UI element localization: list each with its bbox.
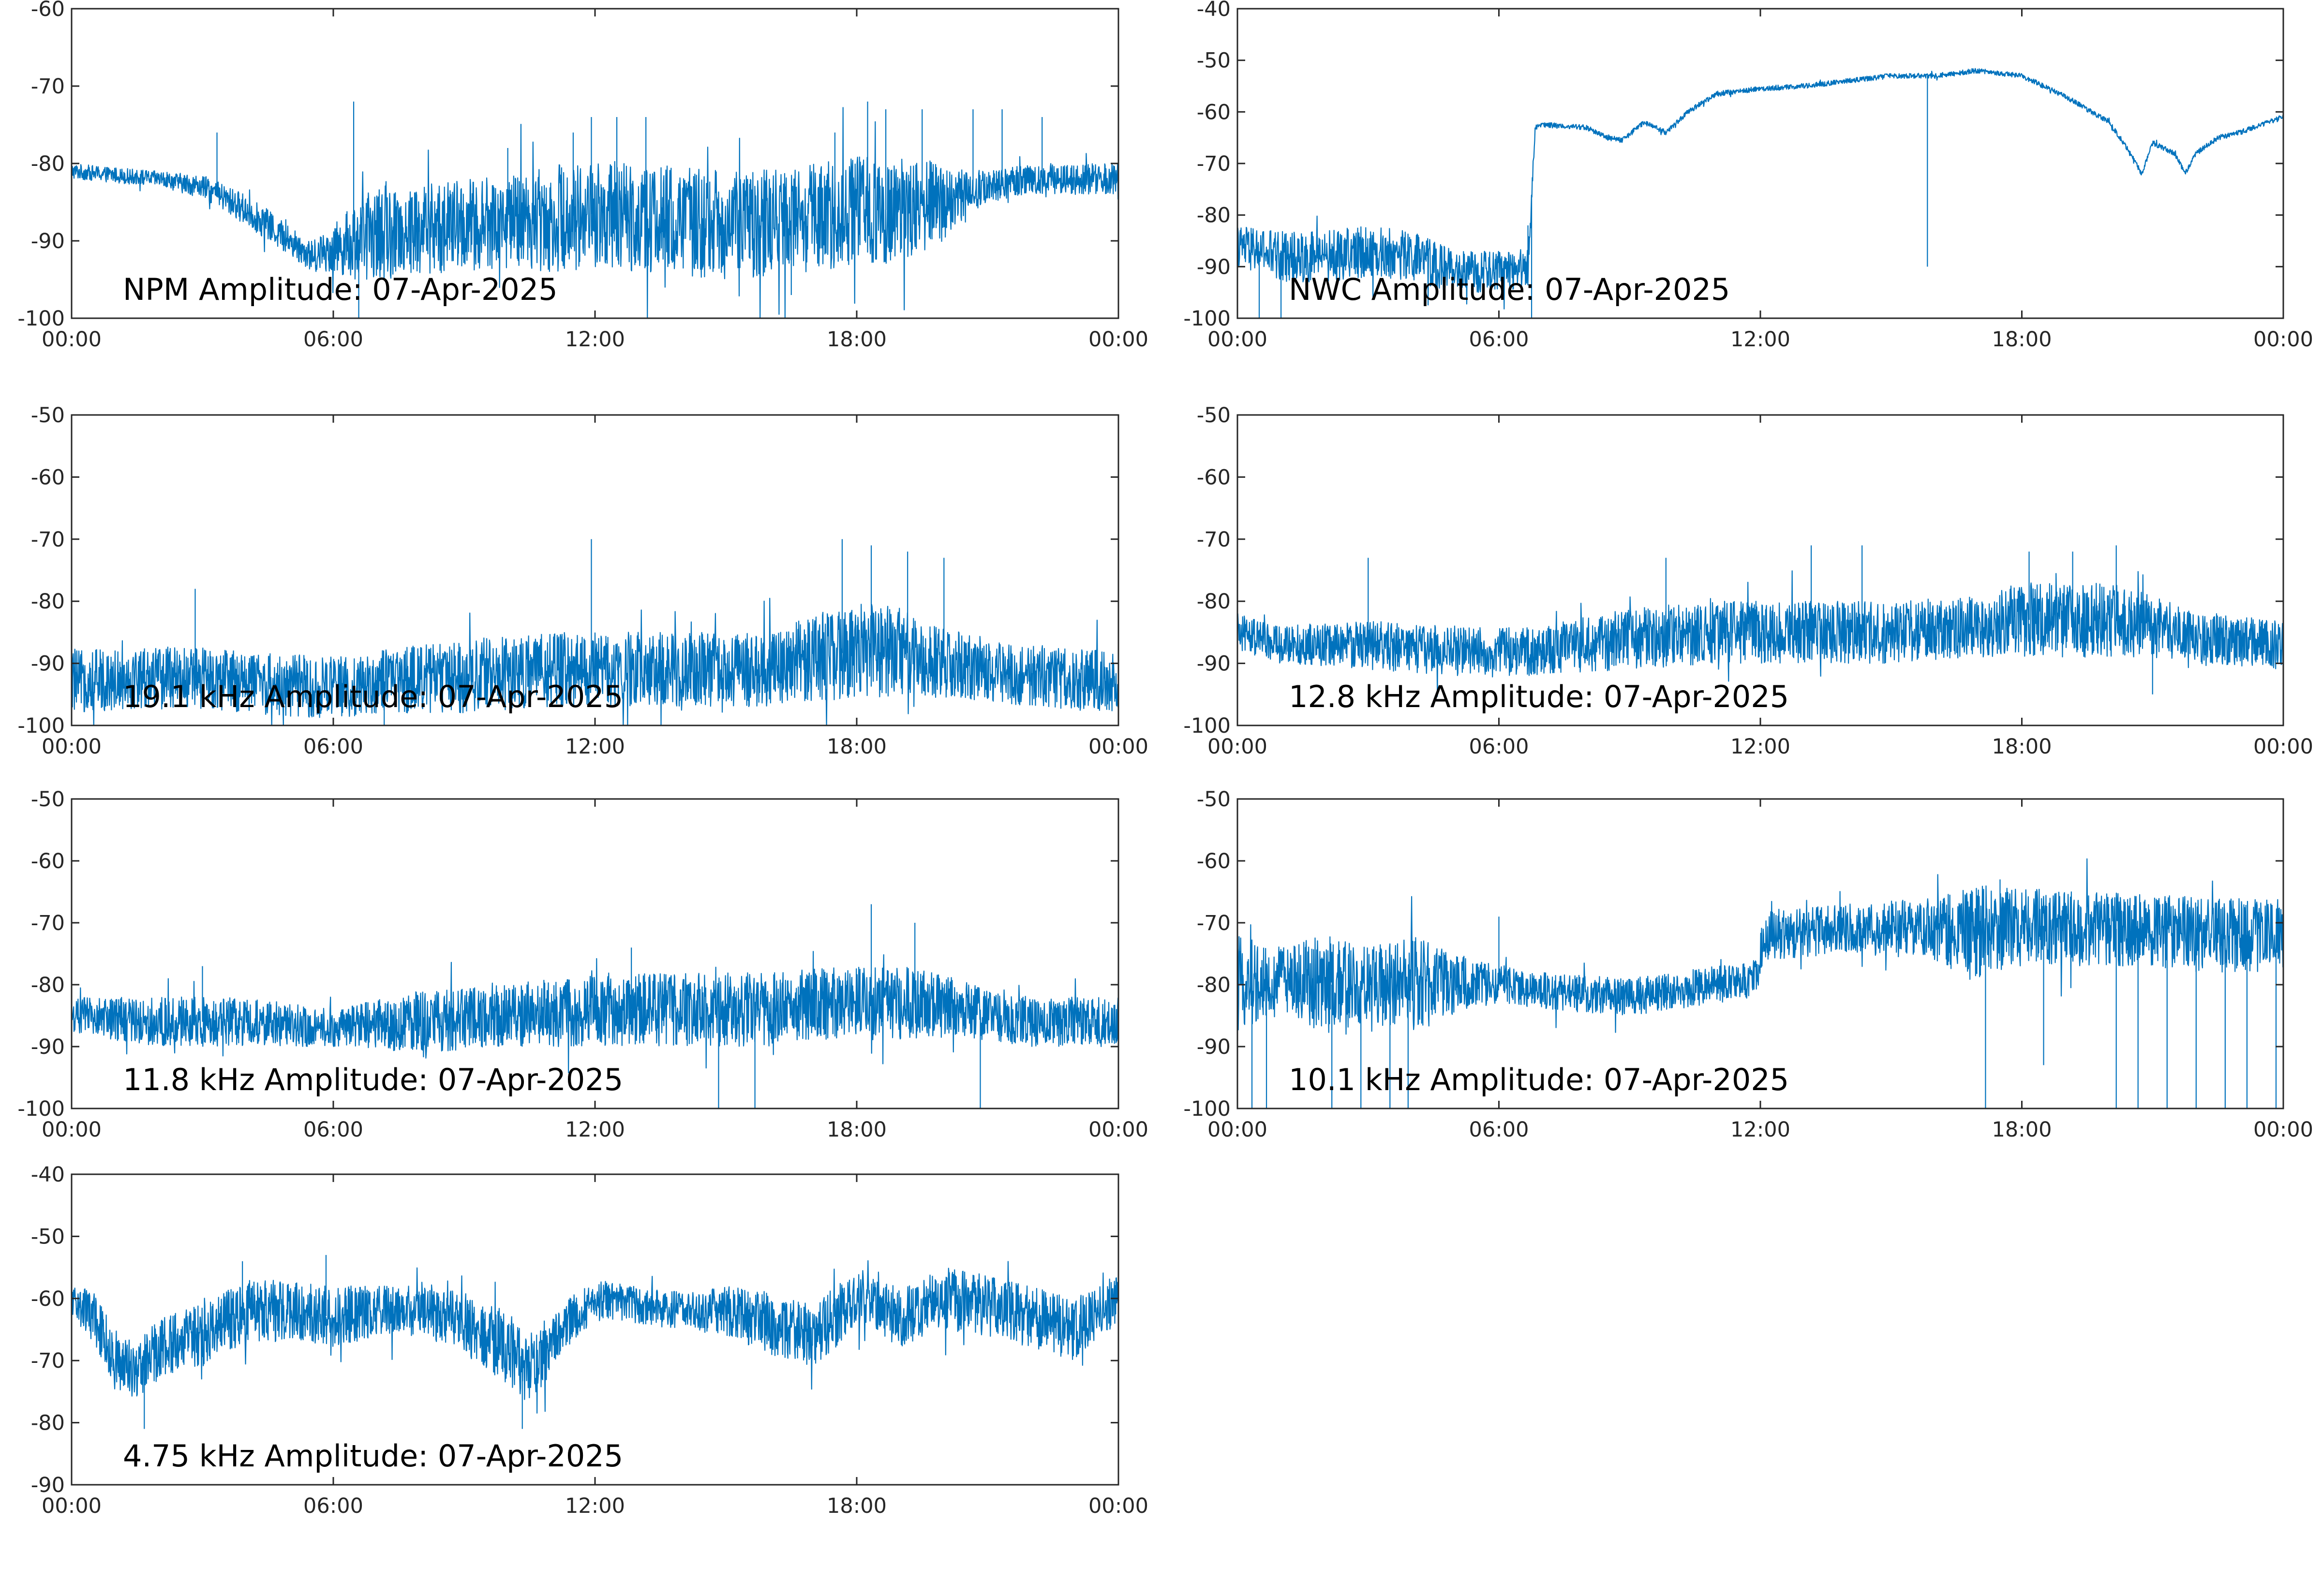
y-tick-label: -60	[31, 1287, 65, 1311]
chart-title: 11.8 kHz Amplitude: 07-Apr-2025	[123, 1062, 623, 1097]
series-line	[71, 1260, 1119, 1414]
x-tick-label: 06:00	[303, 735, 363, 759]
x-tick-label: 18:00	[827, 327, 887, 352]
y-tick-label: -40	[31, 1163, 65, 1187]
x-tick-label: 18:00	[827, 735, 887, 759]
chart-title: 10.1 kHz Amplitude: 07-Apr-2025	[1289, 1062, 1789, 1097]
x-tick-label: 12:00	[1730, 327, 1790, 352]
x-tick-label: 06:00	[1469, 735, 1529, 759]
chart-title: 12.8 kHz Amplitude: 07-Apr-2025	[1289, 679, 1789, 714]
y-tick-label: -90	[31, 652, 65, 676]
x-tick-label: 00:00	[2253, 1118, 2313, 1142]
y-tick-label: -70	[1197, 528, 1231, 552]
x-tick-label: 12:00	[565, 735, 625, 759]
y-tick-label: -60	[1197, 465, 1231, 489]
chart-panel-2: 00:00 06:00 12:00 18:00 00:00 -40 -50 -60 -70 -80…	[1183, 0, 2313, 352]
x-tick-label: 18:00	[1992, 1118, 2052, 1142]
y-tick-label: -80	[31, 1411, 65, 1435]
chart-title: 4.75 kHz Amplitude: 07-Apr-2025	[123, 1438, 623, 1474]
x-tick-label: 06:00	[303, 327, 363, 352]
y-tick-label: -90	[31, 229, 65, 253]
x-tick-label: 06:00	[303, 1494, 363, 1518]
x-tick-label: 00:00	[42, 1118, 102, 1142]
y-tick-label: -60	[1197, 849, 1231, 873]
chart-panel-5: 00:00 06:00 12:00 18:00 00:00 -50 -60 -70 -80 -90…	[17, 787, 1148, 1142]
x-tick-label: 00:00	[1088, 1118, 1148, 1142]
y-tick-label: -90	[31, 1473, 65, 1497]
y-tick-label: -100	[1183, 714, 1231, 738]
y-tick-label: -80	[31, 152, 65, 176]
y-tick-label: -90	[31, 1035, 65, 1059]
x-tick-label: 00:00	[2253, 735, 2313, 759]
y-tick-label: -80	[1197, 973, 1231, 997]
y-tick-label: -50	[1197, 787, 1231, 812]
x-tick-label: 00:00	[1088, 327, 1148, 352]
chart-panel-6: 00:00 06:00 12:00 18:00 00:00 -50 -60 -70 -80 -90…	[1183, 787, 2313, 1142]
y-tick-label: -70	[31, 911, 65, 935]
x-tick-label: 12:00	[1730, 735, 1790, 759]
chart-panel-4: 00:00 06:00 12:00 18:00 00:00 -50 -60 -70 -80 -90…	[1183, 403, 2313, 759]
x-tick-label: 12:00	[565, 1118, 625, 1142]
chart-panel-1: 00:00 06:00 12:00 18:00 00:00 -60 -70 -80 -90 -10…	[17, 0, 1148, 352]
y-tick-label: -100	[1183, 307, 1231, 331]
x-tick-label: 06:00	[303, 1118, 363, 1142]
series-line	[1236, 570, 2284, 697]
x-tick-label: 18:00	[827, 1494, 887, 1518]
x-tick-label: 18:00	[1992, 735, 2052, 759]
y-tick-label: -60	[31, 465, 65, 489]
y-tick-label: -80	[1197, 590, 1231, 614]
x-tick-label: 00:00	[42, 1494, 102, 1518]
x-tick-label: 06:00	[1469, 1118, 1529, 1142]
y-tick-label: -100	[17, 714, 65, 738]
x-tick-label: 00:00	[1207, 327, 1267, 352]
y-tick-label: -100	[1183, 1097, 1231, 1121]
x-tick-label: 00:00	[1207, 735, 1267, 759]
y-tick-label: -70	[31, 528, 65, 552]
y-tick-label: -80	[31, 590, 65, 614]
y-tick-label: -60	[31, 0, 65, 21]
series-line	[71, 107, 1119, 319]
y-tick-label: -50	[1197, 49, 1231, 73]
y-tick-label: -80	[1197, 204, 1231, 228]
x-tick-label: 12:00	[565, 1494, 625, 1518]
chart-panel-7: 00:00 06:00 12:00 18:00 00:00 -40 -50 -60 -70 -80…	[31, 1163, 1148, 1518]
x-tick-label: 18:00	[1992, 327, 2052, 352]
y-tick-label: -90	[1197, 652, 1231, 676]
x-tick-label: 00:00	[2253, 327, 2313, 352]
x-tick-label: 00:00	[1207, 1118, 1267, 1142]
y-tick-label: -90	[1197, 1035, 1231, 1059]
y-tick-label: -100	[17, 307, 65, 331]
x-tick-label: 00:00	[42, 327, 102, 352]
y-tick-label: -50	[1197, 403, 1231, 428]
y-tick-label: -60	[31, 849, 65, 873]
series-line	[1236, 858, 2284, 1035]
y-tick-label: -70	[31, 1349, 65, 1373]
chart-panel-3: 00:00 06:00 12:00 18:00 00:00 -50 -60 -70 -80 -90…	[17, 403, 1148, 759]
y-tick-label: -70	[1197, 152, 1231, 176]
y-tick-label: -50	[31, 787, 65, 812]
x-tick-label: 12:00	[565, 327, 625, 352]
y-tick-label: -80	[31, 973, 65, 997]
y-tick-label: -60	[1197, 100, 1231, 124]
chart-title: 19.1 kHz Amplitude: 07-Apr-2025	[123, 679, 623, 714]
y-tick-label: -90	[1197, 255, 1231, 279]
x-tick-label: 00:00	[1088, 1494, 1148, 1518]
y-tick-label: -50	[31, 403, 65, 428]
x-tick-label: 06:00	[1469, 327, 1529, 352]
series-line	[71, 951, 1119, 1073]
chart-title: NPM Amplitude: 07-Apr-2025	[123, 272, 558, 307]
x-tick-label: 12:00	[1730, 1118, 1790, 1142]
y-tick-label: -40	[1197, 0, 1231, 21]
y-tick-label: -50	[31, 1225, 65, 1249]
y-tick-label: -100	[17, 1097, 65, 1121]
x-tick-label: 00:00	[42, 735, 102, 759]
chart-title: NWC Amplitude: 07-Apr-2025	[1289, 272, 1730, 307]
series-line	[1236, 68, 2284, 310]
y-tick-label: -70	[31, 74, 65, 99]
y-tick-label: -70	[1197, 911, 1231, 935]
x-tick-label: 18:00	[827, 1118, 887, 1142]
x-tick-label: 00:00	[1088, 735, 1148, 759]
